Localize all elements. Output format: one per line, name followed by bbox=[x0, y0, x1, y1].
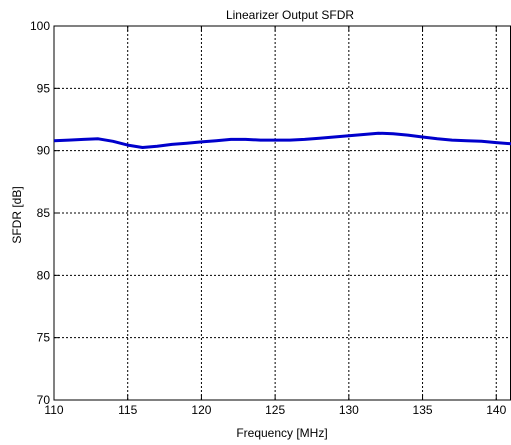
y-axis-title: SFDR [dB] bbox=[10, 186, 24, 243]
x-axis-title: Frequency [MHz] bbox=[236, 426, 327, 440]
y-tick-label: 90 bbox=[37, 144, 51, 158]
y-tick-label: 75 bbox=[37, 331, 51, 345]
x-tick-label: 125 bbox=[265, 403, 285, 417]
y-tick-label: 70 bbox=[37, 393, 51, 407]
x-tick-label: 130 bbox=[339, 403, 359, 417]
grid-lines bbox=[54, 26, 511, 400]
x-tick-label: 115 bbox=[118, 403, 137, 417]
x-tick-label: 140 bbox=[486, 403, 506, 417]
sfdr-series-line bbox=[53, 131, 511, 149]
y-tick-label: 95 bbox=[37, 81, 51, 95]
x-tick-label: 135 bbox=[413, 403, 433, 417]
x-tick-label: 120 bbox=[191, 403, 211, 417]
axis-ticks bbox=[53, 25, 497, 401]
data-series bbox=[53, 131, 511, 149]
chart-title: Linearizer Output SFDR bbox=[226, 8, 354, 22]
y-tick-label: 100 bbox=[30, 19, 50, 33]
y-tick-label: 80 bbox=[37, 268, 51, 282]
x-tick-label: 110 bbox=[44, 403, 63, 417]
y-tick-label: 85 bbox=[37, 206, 51, 220]
tick-labels: 110 115 120 125 130 135 140 70 75 80 85 90 95 100 bbox=[30, 19, 507, 417]
